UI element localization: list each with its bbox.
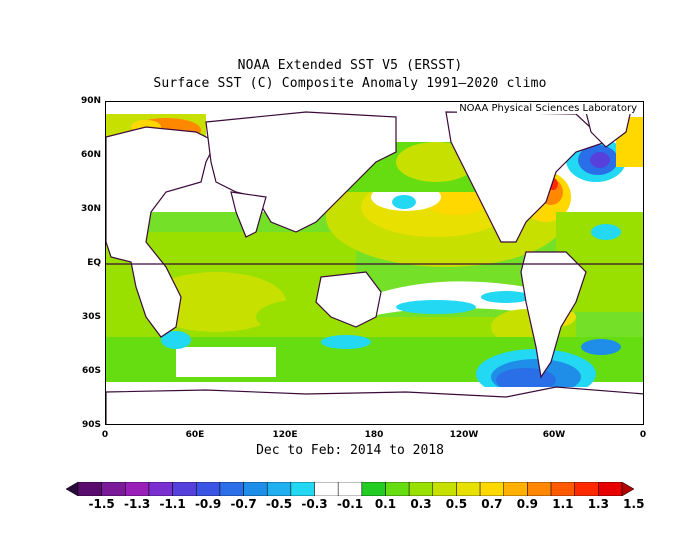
colorbar-tick-label: 0.9: [516, 497, 539, 511]
map-subtitle: Surface SST (C) Composite Anomaly 1991–2…: [153, 76, 547, 91]
colorbar-swatch: [243, 482, 268, 496]
colorbar-swatch: [503, 482, 528, 496]
colorbar-swatch: [314, 482, 339, 496]
colorbar-tick-label: 0.1: [374, 497, 397, 511]
colorbar-swatch: [574, 482, 599, 496]
colorbar-tick-label: 0.3: [410, 497, 432, 511]
colorbar-swatch: [196, 482, 221, 496]
credit-label: NOAA Physical Sciences Laboratory: [457, 103, 639, 114]
colorbar-tick-label: -0.3: [301, 497, 328, 511]
colorbar-swatch: [598, 482, 623, 496]
lat-label-90n: 90N: [80, 96, 101, 106]
colorbar-swatch: [408, 482, 434, 496]
colorbar-swatch: [172, 482, 197, 496]
colorbar-swatch: [125, 482, 150, 496]
colorbar-swatch: [101, 482, 126, 496]
sst-anomaly-map: NOAA Physical Sciences Laboratory: [105, 101, 644, 425]
colorbar-swatch: [385, 482, 410, 496]
colorbar-tick-label: -1.5: [88, 497, 115, 511]
colorbar-tick-label: -0.1: [336, 497, 364, 511]
colorbar-swatch: [77, 482, 102, 496]
colorbar-swatch: [550, 482, 575, 496]
colorbar-swatch: [148, 482, 173, 496]
colorbar-swatch: [266, 482, 292, 496]
colorbar-swatch: [432, 482, 457, 496]
colorbar-swatch: [456, 482, 481, 496]
time-period-label: Dec to Feb: 2014 to 2018: [256, 443, 444, 458]
colorbar-swatch: [479, 482, 504, 496]
lon-label-60e: 60E: [185, 430, 205, 440]
colorbar-tick-label: 1.5: [623, 497, 645, 511]
lon-label-180: 180: [364, 430, 384, 440]
map-title: NOAA Extended SST V5 (ERSST): [237, 58, 463, 73]
lon-label-120e: 120E: [272, 430, 298, 440]
colorbar-max-arrow: [621, 482, 634, 496]
colorbar-tick-label: -0.9: [194, 497, 222, 511]
lat-label-30n: 30N: [80, 204, 101, 214]
colorbar-min-arrow: [66, 482, 79, 496]
colorbar-tick-label: -1.1: [159, 497, 186, 511]
colorbar-swatch: [337, 482, 363, 496]
colorbar-swatch: [290, 482, 315, 496]
lat-label-eq: EQ: [87, 258, 101, 268]
colorbar-tick-label: 0.7: [481, 497, 503, 511]
colorbar-tick-label: -0.7: [230, 497, 257, 511]
lat-label-60s: 60S: [81, 366, 101, 376]
lon-label-0: 0: [101, 430, 109, 440]
colorbar-tick-label: -0.5: [265, 497, 293, 511]
lat-label-60n: 60N: [80, 150, 101, 160]
sst-anomaly-field: [106, 102, 643, 424]
lon-label-0-end: 0: [639, 430, 647, 440]
colorbar-tick-label: 1.1: [552, 497, 574, 511]
colorbar-swatch: [361, 482, 386, 496]
lon-label-120w: 120W: [449, 430, 479, 440]
lat-label-90s: 90S: [81, 420, 101, 430]
lon-label-60w: 60W: [542, 430, 566, 440]
colorbar-tick-label: -1.3: [124, 497, 151, 511]
colorbar-tick-label: 0.5: [445, 497, 468, 511]
colorbar-swatch: [527, 482, 552, 496]
colorbar-swatch: [219, 482, 244, 496]
colorbar-tick-label: 1.3: [587, 497, 609, 511]
lat-label-30s: 30S: [81, 312, 101, 322]
colorbar: [66, 482, 634, 496]
